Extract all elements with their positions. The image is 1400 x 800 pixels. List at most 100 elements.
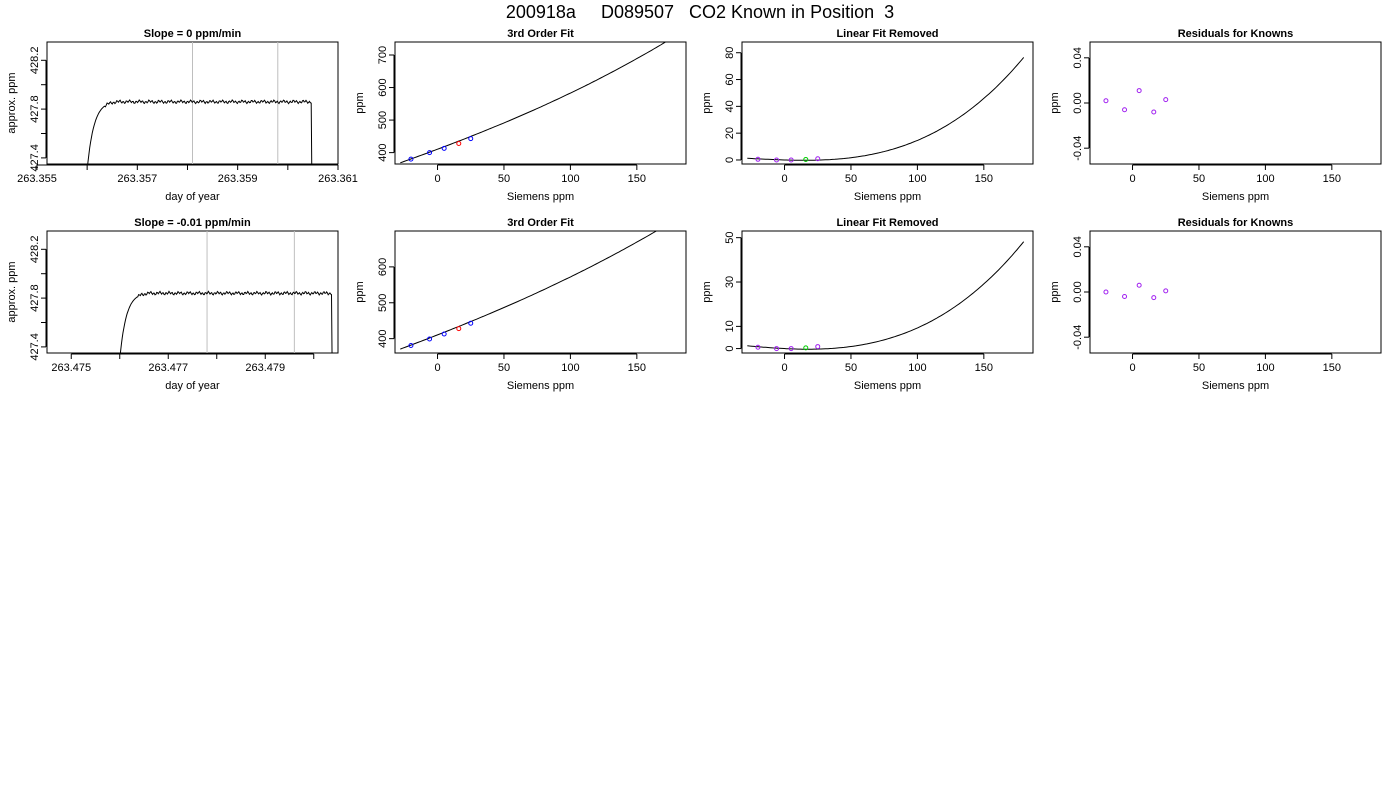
- data-point: [441, 145, 447, 151]
- x-tick-label: 150: [975, 173, 993, 185]
- x-tick-label: 100: [561, 173, 579, 185]
- data-point: [427, 150, 433, 156]
- data-point: [815, 156, 821, 162]
- data-point: [1163, 97, 1169, 103]
- y-tick-label: 500: [377, 111, 389, 129]
- fit-curve: [747, 57, 1025, 161]
- data-point: [1122, 294, 1128, 300]
- x-tick-label: 0: [781, 362, 787, 374]
- y-tick-label: 600: [377, 258, 389, 276]
- x-axis-label: Siemens ppm: [507, 191, 574, 203]
- y-tick-label: 10: [724, 320, 736, 332]
- chart-title: Linear Fit Removed: [836, 217, 938, 229]
- y-tick-label: 600: [377, 78, 389, 96]
- data-point: [456, 141, 462, 147]
- y-tick-label: 428.2: [29, 236, 41, 264]
- x-tick-label: 100: [561, 362, 579, 374]
- data-point: [1103, 289, 1109, 295]
- data-point: [468, 136, 474, 142]
- x-tick-label: 100: [908, 362, 926, 374]
- plot-area: [119, 231, 333, 353]
- x-tick-label: 150: [628, 362, 646, 374]
- x-tick-label: 263.361: [318, 173, 358, 185]
- plot-frame: [741, 41, 1034, 165]
- y-axis-label: ppm: [354, 92, 366, 113]
- page-title: 200918a D089507 CO2 Known in Position 3: [505, 2, 895, 22]
- plot-area: [87, 42, 313, 164]
- chart-title: Slope = 0 ppm/min: [144, 28, 242, 40]
- y-tick-label: -0.04: [1072, 136, 1084, 161]
- data-point: [803, 156, 809, 162]
- data-point: [1122, 107, 1128, 113]
- x-tick-label: 263.479: [245, 362, 285, 374]
- trace-line: [87, 99, 313, 164]
- chart-panel-1: Slope = 0 ppm/min 263.355 263.357 263.359 26…: [6, 28, 358, 203]
- chart-title: Residuals for Knowns: [1178, 28, 1294, 40]
- data-point: [788, 346, 794, 352]
- data-point: [441, 331, 447, 337]
- x-tick-label: 263.359: [218, 173, 258, 185]
- x-tick-label: 100: [1256, 362, 1274, 374]
- x-tick-label: 100: [908, 173, 926, 185]
- chart-panel-8: Residuals for Knowns 0 50 100 150 Siemens ppm…: [1049, 217, 1382, 392]
- data-point: [803, 345, 809, 351]
- y-tick-label: 30: [724, 276, 736, 288]
- x-tick-label: 50: [498, 173, 510, 185]
- data-point: [755, 156, 761, 162]
- y-tick-label: 80: [724, 47, 736, 59]
- y-tick-label: 427.8: [29, 284, 41, 312]
- x-tick-label: 0: [434, 362, 440, 374]
- x-tick-label: 0: [781, 173, 787, 185]
- data-point: [1136, 88, 1142, 94]
- x-tick-label: 150: [628, 173, 646, 185]
- chart-title: Slope = -0.01 ppm/min: [134, 217, 251, 229]
- y-axis-label: ppm: [1049, 92, 1061, 113]
- x-tick-label: 263.357: [117, 173, 157, 185]
- y-tick-label: 500: [377, 294, 389, 312]
- y-axis-label: approx. ppm: [6, 261, 18, 322]
- x-tick-label: 0: [1129, 362, 1135, 374]
- y-tick-label: 428.2: [29, 47, 41, 75]
- x-tick-label: 50: [1193, 173, 1205, 185]
- data-point: [774, 157, 780, 163]
- chart-panel-5: Slope = -0.01 ppm/min 263.475 263.477 263.4…: [6, 217, 339, 392]
- data-point: [788, 157, 794, 163]
- y-tick-label: 0: [724, 346, 736, 352]
- chart-panel-3: Linear Fit Removed 0 50 100 150 Siemens ppm 0 2…: [701, 28, 1034, 203]
- x-axis-label: Siemens ppm: [507, 380, 574, 392]
- y-tick-label: 40: [724, 100, 736, 112]
- data-point: [755, 344, 761, 350]
- data-point: [408, 342, 414, 348]
- data-point: [1136, 282, 1142, 288]
- plot-frame: [741, 230, 1034, 354]
- x-tick-label: 50: [1193, 362, 1205, 374]
- x-axis-label: Siemens ppm: [854, 191, 921, 203]
- data-point: [456, 326, 462, 332]
- y-tick-label: 20: [724, 127, 736, 139]
- data-point: [1151, 295, 1157, 301]
- chart-panel-6: 3rd Order Fit 0 50 100 150 Siemens ppm 400 500 6…: [354, 217, 687, 392]
- y-axis-label: ppm: [1049, 281, 1061, 302]
- plot-frame: [1089, 41, 1382, 165]
- plot-area: [747, 57, 1025, 163]
- fit-curve: [400, 42, 667, 164]
- y-tick-label: 400: [377, 143, 389, 161]
- y-tick-label: 50: [724, 232, 736, 244]
- plot-area: [747, 241, 1025, 352]
- x-axis-label: day of year: [165, 191, 220, 203]
- y-tick-label: 60: [724, 73, 736, 85]
- plot-area: [1103, 88, 1169, 115]
- x-tick-label: 263.355: [17, 173, 57, 185]
- y-tick-label: 0.00: [1072, 92, 1084, 113]
- data-point: [408, 156, 414, 162]
- x-tick-label: 263.475: [51, 362, 91, 374]
- data-point: [468, 320, 474, 326]
- chart-title: 3rd Order Fit: [507, 217, 574, 229]
- x-tick-label: 50: [845, 173, 857, 185]
- y-tick-label: 700: [377, 46, 389, 64]
- chart-panel-7: Linear Fit Removed 0 50 100 150 Siemens ppm 0 1…: [701, 217, 1034, 392]
- data-point: [815, 344, 821, 350]
- chart-title: Linear Fit Removed: [836, 28, 938, 40]
- y-tick-label: -0.04: [1072, 325, 1084, 350]
